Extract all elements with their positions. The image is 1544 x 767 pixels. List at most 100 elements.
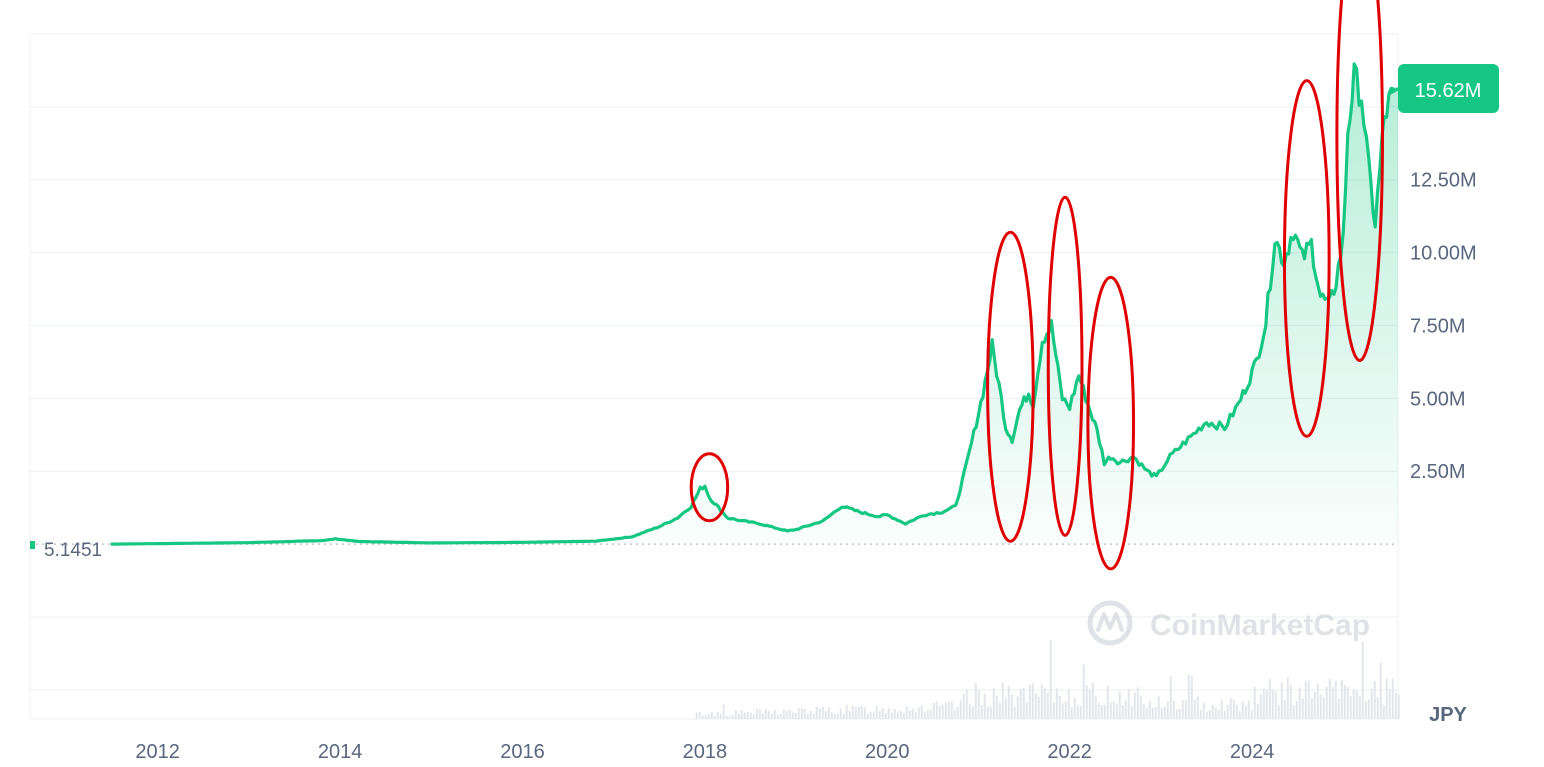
volume-bar — [869, 712, 872, 719]
volume-bar — [1313, 692, 1316, 719]
volume-bar — [758, 709, 761, 719]
volume-bar — [812, 713, 815, 719]
coinmarketcap-logo-icon — [1087, 600, 1133, 646]
volume-bar — [827, 707, 830, 719]
volume-bar — [806, 713, 809, 719]
volume-bar — [1142, 703, 1145, 719]
volume-bar — [1145, 708, 1148, 719]
volume-bar — [1133, 692, 1136, 719]
volume-bar — [1163, 706, 1166, 719]
volume-bar — [698, 711, 701, 719]
volume-bar — [893, 709, 896, 719]
volume-bar — [851, 705, 854, 719]
volume-bar — [782, 709, 785, 719]
volume-bar — [830, 712, 833, 719]
volume-bar — [1358, 695, 1361, 719]
coinmarketcap-watermark: CoinMarketCap — [1087, 600, 1370, 646]
volume-bar — [1160, 707, 1163, 719]
volume-bar — [734, 710, 737, 719]
volume-bar — [740, 709, 743, 719]
volume-bar — [1346, 686, 1349, 719]
volume-bar — [1268, 678, 1271, 719]
volume-bar — [1241, 701, 1244, 719]
volume-bar — [1127, 689, 1130, 719]
volume-bar — [1028, 684, 1031, 719]
volume-bar — [839, 708, 842, 719]
volume-bar — [803, 708, 806, 719]
start-value-label: 5.1451 — [44, 540, 102, 561]
volume-bar — [1280, 682, 1283, 719]
volume-bar — [971, 706, 974, 719]
volume-bar — [881, 708, 884, 719]
volume-bar — [1355, 690, 1358, 719]
volume-bar — [1121, 705, 1124, 719]
volume-bar — [995, 695, 998, 719]
volume-bar — [1169, 675, 1172, 719]
volume-bar — [1253, 686, 1256, 719]
volume-bar — [1067, 689, 1070, 719]
volume-bar — [1217, 710, 1220, 719]
volume-bar — [845, 704, 848, 719]
volume-bar — [1325, 686, 1328, 719]
volume-bar — [1271, 690, 1274, 719]
volume-bar — [917, 707, 920, 719]
volume-bar — [905, 706, 908, 719]
volume-bar — [1367, 699, 1370, 719]
volume-bar — [767, 710, 770, 719]
volume-bar — [1238, 711, 1241, 719]
volume-bar — [1181, 699, 1184, 719]
volume-bar — [884, 712, 887, 719]
volume-bar — [842, 713, 845, 719]
volume-bar — [1283, 699, 1286, 719]
volume-bar — [1205, 711, 1208, 719]
volume-bar — [1193, 699, 1196, 719]
volume-bar — [1307, 680, 1310, 719]
volume-bar — [935, 701, 938, 719]
volume-bar — [725, 715, 728, 719]
volume-bars — [695, 639, 1400, 719]
volume-bar — [770, 713, 773, 719]
highlight-ellipse — [1282, 79, 1331, 438]
volume-bar — [1175, 709, 1178, 719]
volume-bar — [818, 708, 821, 719]
volume-bar — [824, 710, 827, 719]
volume-bar — [1361, 641, 1364, 719]
volume-bar — [800, 708, 803, 719]
volume-bar — [833, 714, 836, 719]
volume-bar — [929, 709, 932, 719]
volume-bar — [764, 708, 767, 719]
volume-bar — [785, 711, 788, 719]
volume-bar — [1382, 705, 1385, 719]
volume-bar — [1232, 699, 1235, 719]
volume-bar — [821, 706, 824, 719]
volume-bar — [1262, 688, 1265, 719]
volume-bar — [1040, 684, 1043, 719]
volume-bar — [776, 714, 779, 719]
y-tick-label: 12.50M — [1410, 170, 1477, 192]
volume-bar — [773, 709, 776, 719]
volume-bar — [872, 712, 875, 719]
volume-bar — [1394, 692, 1397, 719]
volume-bar — [779, 713, 782, 719]
y-tick-label: 10.00M — [1410, 243, 1477, 265]
volume-bar — [728, 715, 731, 719]
volume-bar — [908, 710, 911, 719]
x-tick-label: 2012 — [135, 741, 180, 762]
volume-bar — [1082, 664, 1085, 719]
volume-bar — [1016, 696, 1019, 719]
volume-bar — [1118, 691, 1121, 719]
volume-bar — [815, 706, 818, 719]
volume-bar — [1007, 685, 1010, 719]
price-area — [112, 63, 1399, 545]
volume-bar — [1013, 706, 1016, 719]
volume-bar — [1187, 674, 1190, 719]
volume-bar — [890, 712, 893, 719]
volume-bar — [1277, 705, 1280, 719]
volume-bar — [1043, 688, 1046, 719]
volume-bar — [1166, 701, 1169, 719]
volume-bar — [1199, 710, 1202, 719]
volume-bar — [989, 706, 992, 719]
volume-bar — [1046, 692, 1049, 719]
